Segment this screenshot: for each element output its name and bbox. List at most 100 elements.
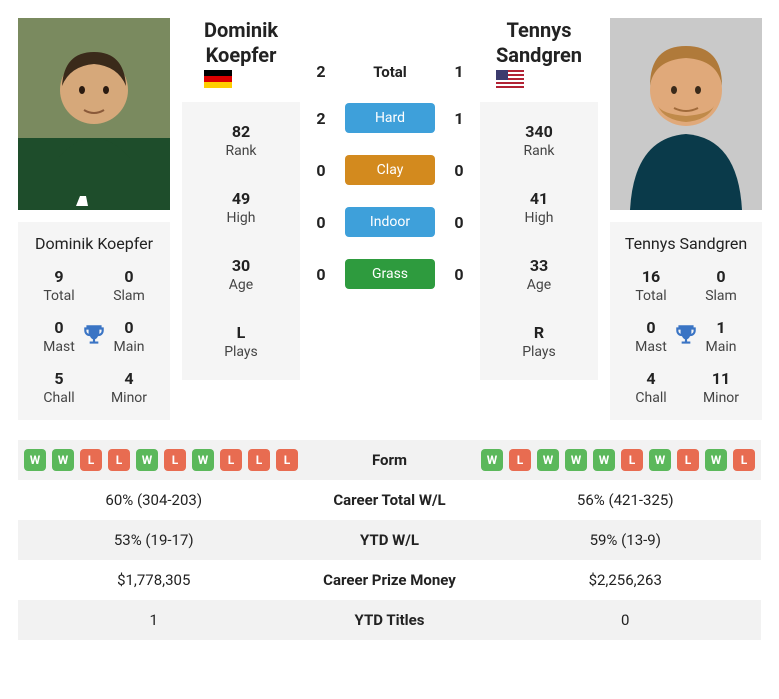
form-chip[interactable]: L: [108, 449, 130, 471]
player2-form: WLWWWLWLWL: [470, 449, 756, 471]
h2h-total-row: 2 Total 1: [312, 62, 468, 81]
player1-form: WWLLWLWLLL: [24, 449, 310, 471]
top-section: Dominik Koepfer 9 Total 0 Slam 0 Mast 0 …: [18, 18, 761, 420]
form-chip[interactable]: W: [481, 449, 503, 471]
p2-total: 16 Total: [616, 267, 686, 304]
h2h-p2-val: 1: [450, 109, 468, 128]
form-chip[interactable]: W: [705, 449, 727, 471]
p1-slam: 0 Slam: [94, 267, 164, 304]
p1-mast: 0 Mast: [24, 318, 94, 355]
stat-p2: 0: [490, 611, 762, 629]
form-chip[interactable]: W: [565, 449, 587, 471]
form-chip[interactable]: W: [593, 449, 615, 471]
player2-photo[interactable]: [610, 18, 762, 210]
h2h-p2-val: 0: [450, 213, 468, 232]
player1-stat-card: Dominik Koepfer 9 Total 0 Slam 0 Mast 0 …: [18, 222, 170, 420]
player1-avatar-svg: [18, 18, 170, 210]
p1-high: 49 High: [182, 189, 300, 226]
h2h-total-label: Total: [345, 63, 435, 81]
form-chip[interactable]: W: [52, 449, 74, 471]
stat-label: Career Total W/L: [290, 491, 490, 509]
surface-pill[interactable]: Hard: [345, 103, 435, 133]
p2-minor: 11 Minor: [686, 369, 756, 406]
p1-age: 30 Age: [182, 256, 300, 293]
form-chip[interactable]: L: [733, 449, 755, 471]
stat-p1: $1,778,305: [18, 571, 290, 589]
h2h-surface-row: 0 Clay 0: [312, 155, 468, 185]
p1-plays: L Plays: [182, 323, 300, 360]
stat-row: 1YTD Titles0: [18, 600, 761, 640]
h2h-p1-val: 0: [312, 213, 330, 232]
p2-chall: 4 Chall: [616, 369, 686, 406]
form-chip[interactable]: L: [248, 449, 270, 471]
p1-rank: 82 Rank: [182, 122, 300, 159]
p2-age: 33 Age: [480, 256, 598, 293]
form-chip[interactable]: W: [192, 449, 214, 471]
form-chip[interactable]: L: [677, 449, 699, 471]
form-chip[interactable]: L: [164, 449, 186, 471]
h2h-total-p2: 1: [450, 62, 468, 81]
player2-name[interactable]: Tennys Sandgren: [496, 18, 582, 68]
p2-rank: 340 Rank: [480, 122, 598, 159]
p2-high: 41 High: [480, 189, 598, 226]
germany-flag-icon: [204, 70, 232, 88]
stat-label: YTD W/L: [290, 531, 490, 549]
form-chip[interactable]: W: [136, 449, 158, 471]
stat-p1: 60% (304-203): [18, 491, 290, 509]
p1-chall: 5 Chall: [24, 369, 94, 406]
player1-column: Dominik Koepfer 9 Total 0 Slam 0 Mast 0 …: [18, 18, 170, 420]
stat-label: Career Prize Money: [290, 571, 490, 589]
h2h-total-p1: 2: [312, 62, 330, 81]
p1-minor: 4 Minor: [94, 369, 164, 406]
h2h-center: 2 Total 1 2 Hard 1 0 Clay 0 0 Indoor 0 0 Grass 0: [312, 18, 468, 289]
form-chip[interactable]: W: [537, 449, 559, 471]
player2-name-rank: Tennys Sandgren 340 Rank 41 High 33 Age: [480, 18, 598, 380]
surface-pill[interactable]: Indoor: [345, 207, 435, 237]
bottom-section: WWLLWLWLLL Form WLWWWLWLWL 60% (304-203)…: [18, 440, 761, 640]
player2-rank-card: 340 Rank 41 High 33 Age R Plays: [480, 102, 598, 380]
h2h-surface-row: 0 Grass 0: [312, 259, 468, 289]
stat-label: YTD Titles: [290, 611, 490, 629]
form-label: Form: [310, 451, 470, 469]
h2h-p1-val: 0: [312, 161, 330, 180]
player2-card-name[interactable]: Tennys Sandgren: [616, 234, 756, 253]
player1-name-rank: Dominik Koepfer 82 Rank 49 High 30 Age L…: [182, 18, 300, 380]
player2-avatar-svg: [610, 18, 762, 210]
p1-main: 0 Main: [94, 318, 164, 355]
form-row: WWLLWLWLLL Form WLWWWLWLWL: [18, 440, 761, 480]
player2-stat-card: Tennys Sandgren 16 Total 0 Slam 0 Mast 1…: [610, 222, 762, 420]
h2h-p1-val: 2: [312, 109, 330, 128]
player1-card-name[interactable]: Dominik Koepfer: [24, 234, 164, 253]
stat-row: $1,778,305Career Prize Money$2,256,263: [18, 560, 761, 600]
form-chip[interactable]: W: [649, 449, 671, 471]
usa-flag-icon: [496, 70, 524, 88]
stat-p2: $2,256,263: [490, 571, 762, 589]
p2-main: 1 Main: [686, 318, 756, 355]
h2h-p2-val: 0: [450, 161, 468, 180]
form-chip[interactable]: L: [509, 449, 531, 471]
player1-photo[interactable]: [18, 18, 170, 210]
p2-mast: 0 Mast: [616, 318, 686, 355]
stat-row: 53% (19-17)YTD W/L59% (13-9): [18, 520, 761, 560]
player1-name[interactable]: Dominik Koepfer: [204, 18, 278, 68]
surface-pill[interactable]: Clay: [345, 155, 435, 185]
stat-p1: 1: [18, 611, 290, 629]
player2-column: Tennys Sandgren 16 Total 0 Slam 0 Mast 1…: [610, 18, 762, 420]
h2h-surface-row: 0 Indoor 0: [312, 207, 468, 237]
player1-rank-card: 82 Rank 49 High 30 Age L Plays: [182, 102, 300, 380]
p2-slam: 0 Slam: [686, 267, 756, 304]
surface-pill[interactable]: Grass: [345, 259, 435, 289]
form-chip[interactable]: L: [276, 449, 298, 471]
h2h-p1-val: 0: [312, 265, 330, 284]
p2-plays: R Plays: [480, 323, 598, 360]
stat-p2: 59% (13-9): [490, 531, 762, 549]
p1-total: 9 Total: [24, 267, 94, 304]
h2h-surface-row: 2 Hard 1: [312, 103, 468, 133]
h2h-p2-val: 0: [450, 265, 468, 284]
form-chip[interactable]: L: [621, 449, 643, 471]
form-chip[interactable]: L: [220, 449, 242, 471]
form-chip[interactable]: L: [80, 449, 102, 471]
form-chip[interactable]: W: [24, 449, 46, 471]
stat-row: 60% (304-203)Career Total W/L56% (421-32…: [18, 480, 761, 520]
stat-p2: 56% (421-325): [490, 491, 762, 509]
